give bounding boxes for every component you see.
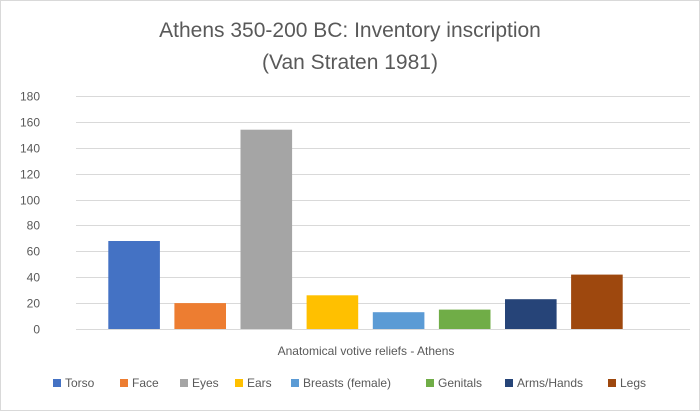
legend-swatch-legs bbox=[608, 379, 616, 387]
legend-swatch-genitals bbox=[426, 379, 434, 387]
y-tick-label: 0 bbox=[33, 323, 40, 337]
y-tick-label: 100 bbox=[20, 194, 40, 208]
legend-label-arms-hands: Arms/Hands bbox=[517, 376, 583, 390]
y-tick-label: 160 bbox=[20, 116, 40, 130]
legend-label-breasts-female: Breasts (female) bbox=[303, 376, 391, 390]
y-tick-label: 40 bbox=[27, 271, 41, 285]
bar-legs bbox=[571, 274, 623, 329]
bar-genitals bbox=[438, 309, 491, 329]
y-tick-label: 120 bbox=[20, 168, 40, 182]
legend-label-eyes: Eyes bbox=[192, 376, 219, 390]
legend-swatch-arms-hands bbox=[505, 379, 513, 387]
y-tick-label: 180 bbox=[20, 90, 40, 104]
bar-face bbox=[174, 303, 226, 329]
legend-swatch-ears bbox=[235, 379, 243, 387]
bar-arms-hands bbox=[505, 299, 557, 329]
y-tick-label: 80 bbox=[27, 219, 41, 233]
legend-swatch-torso bbox=[53, 379, 61, 387]
chart-subtitle: (Van Straten 1981) bbox=[262, 51, 438, 74]
legend-swatch-breasts-female bbox=[291, 379, 299, 387]
legend-swatch-eyes bbox=[180, 379, 188, 387]
bar-ears bbox=[306, 295, 359, 329]
legend-label-torso: Torso bbox=[65, 376, 95, 390]
gridlines bbox=[76, 96, 690, 304]
legend-label-genitals: Genitals bbox=[438, 376, 482, 390]
y-axis-ticks: 0 20 40 60 80 100 120 140 160 180 bbox=[20, 90, 40, 337]
x-axis-label: Anatomical votive reliefs - Athens bbox=[278, 344, 455, 358]
legend-swatch-face bbox=[120, 379, 128, 387]
y-tick-label: 60 bbox=[27, 245, 41, 259]
bar-breasts-female bbox=[372, 312, 425, 329]
legend-label-face: Face bbox=[132, 376, 159, 390]
legend: Torso Face Eyes Ears Breasts (female) Genital… bbox=[53, 376, 646, 390]
chart-title: Athens 350-200 BC: Inventory inscription bbox=[159, 19, 541, 42]
legend-label-ears: Ears bbox=[247, 376, 272, 390]
y-tick-label: 140 bbox=[20, 142, 40, 156]
bar-eyes bbox=[240, 129, 293, 329]
bars bbox=[108, 129, 623, 329]
legend-label-legs: Legs bbox=[620, 376, 646, 390]
y-tick-label: 20 bbox=[27, 297, 41, 311]
bar-torso bbox=[108, 241, 160, 329]
